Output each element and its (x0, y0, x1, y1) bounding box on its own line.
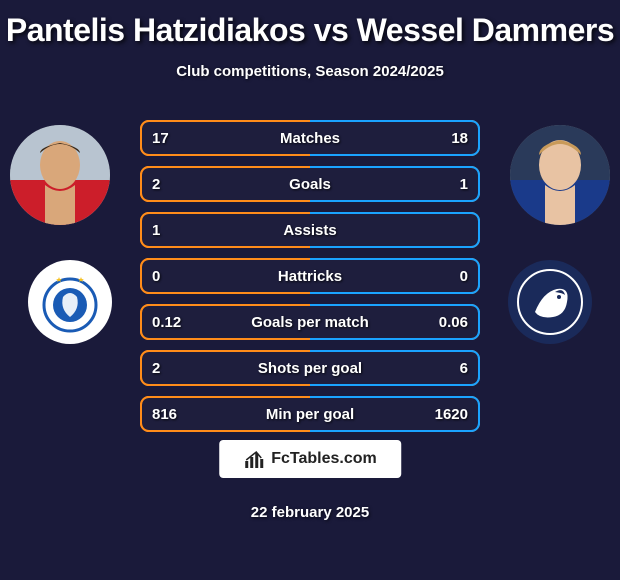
stat-row: 2Goals1 (140, 166, 480, 202)
player2-club-crest (508, 260, 592, 344)
player2-name: Wessel Dammers (357, 12, 614, 48)
player1-name: Pantelis Hatzidiakos (6, 12, 305, 48)
stat-row: 0.12Goals per match0.06 (140, 304, 480, 340)
stats-container: 17Matches18 2Goals1 1Assists 0Hattricks0 0.1… (140, 120, 480, 442)
player2-portrait (510, 125, 610, 225)
stat-value-left: 816 (152, 406, 192, 423)
stat-value-right: 1 (428, 176, 468, 193)
player1-club-crest (28, 260, 112, 344)
page-title: Pantelis Hatzidiakos vs Wessel Dammers (0, 0, 620, 49)
stat-value-right: 6 (428, 360, 468, 377)
stat-value-left: 1 (152, 222, 192, 239)
subtitle: Club competitions, Season 2024/2025 (0, 63, 620, 80)
stat-value-left: 2 (152, 176, 192, 193)
player1-portrait-svg (10, 125, 110, 225)
footer-date: 22 february 2025 (0, 504, 620, 521)
crest-right-svg (515, 267, 585, 337)
stat-row: 1Assists (140, 212, 480, 248)
stat-row: 17Matches18 (140, 120, 480, 156)
stat-value-right: 18 (428, 130, 468, 147)
stat-value-right: 0.06 (428, 314, 468, 331)
crest-left-svg (35, 267, 105, 337)
logo-text: FcTables.com (271, 450, 377, 468)
stat-value-right: 0 (428, 268, 468, 285)
stat-value-left: 0.12 (152, 314, 192, 331)
stat-value-left: 17 (152, 130, 192, 147)
chart-icon (243, 448, 265, 470)
stat-value-left: 2 (152, 360, 192, 377)
vs-label: vs (314, 12, 349, 48)
stat-row: 816Min per goal1620 (140, 396, 480, 432)
stat-value-left: 0 (152, 268, 192, 285)
stat-row: 0Hattricks0 (140, 258, 480, 294)
fctables-logo: FcTables.com (219, 440, 401, 478)
row-border-right (310, 212, 480, 248)
stat-value-right: 1620 (428, 406, 468, 423)
stat-row: 2Shots per goal6 (140, 350, 480, 386)
player1-portrait (10, 125, 110, 225)
player2-portrait-svg (510, 125, 610, 225)
